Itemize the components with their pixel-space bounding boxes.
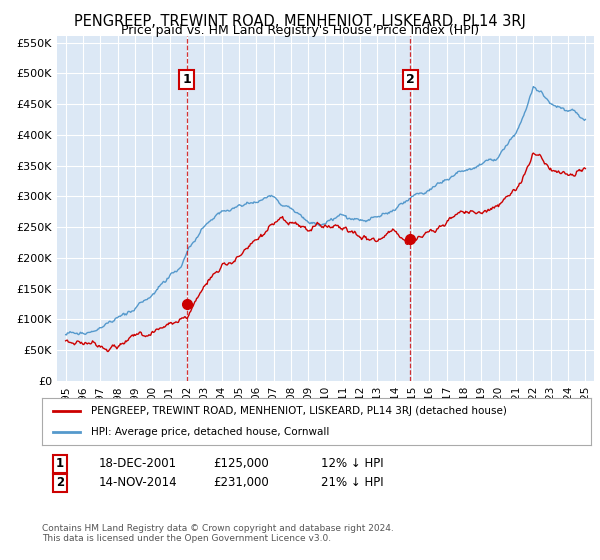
Text: 14-NOV-2014: 14-NOV-2014 bbox=[99, 476, 178, 489]
Text: 21% ↓ HPI: 21% ↓ HPI bbox=[321, 476, 383, 489]
Text: 1: 1 bbox=[56, 457, 64, 470]
Text: £231,000: £231,000 bbox=[213, 476, 269, 489]
Text: PENGREEP, TREWINT ROAD, MENHENIOT, LISKEARD, PL14 3RJ: PENGREEP, TREWINT ROAD, MENHENIOT, LISKE… bbox=[74, 14, 526, 29]
Text: Contains HM Land Registry data © Crown copyright and database right 2024.
This d: Contains HM Land Registry data © Crown c… bbox=[42, 524, 394, 543]
Text: 1: 1 bbox=[182, 73, 191, 86]
Text: 18-DEC-2001: 18-DEC-2001 bbox=[99, 457, 177, 470]
Text: PENGREEP, TREWINT ROAD, MENHENIOT, LISKEARD, PL14 3RJ (detached house): PENGREEP, TREWINT ROAD, MENHENIOT, LISKE… bbox=[91, 406, 507, 416]
Text: Price paid vs. HM Land Registry's House Price Index (HPI): Price paid vs. HM Land Registry's House … bbox=[121, 24, 479, 36]
Text: 12% ↓ HPI: 12% ↓ HPI bbox=[321, 457, 383, 470]
Text: 2: 2 bbox=[406, 73, 415, 86]
Text: £125,000: £125,000 bbox=[213, 457, 269, 470]
Text: HPI: Average price, detached house, Cornwall: HPI: Average price, detached house, Corn… bbox=[91, 427, 330, 437]
Text: 2: 2 bbox=[56, 476, 64, 489]
